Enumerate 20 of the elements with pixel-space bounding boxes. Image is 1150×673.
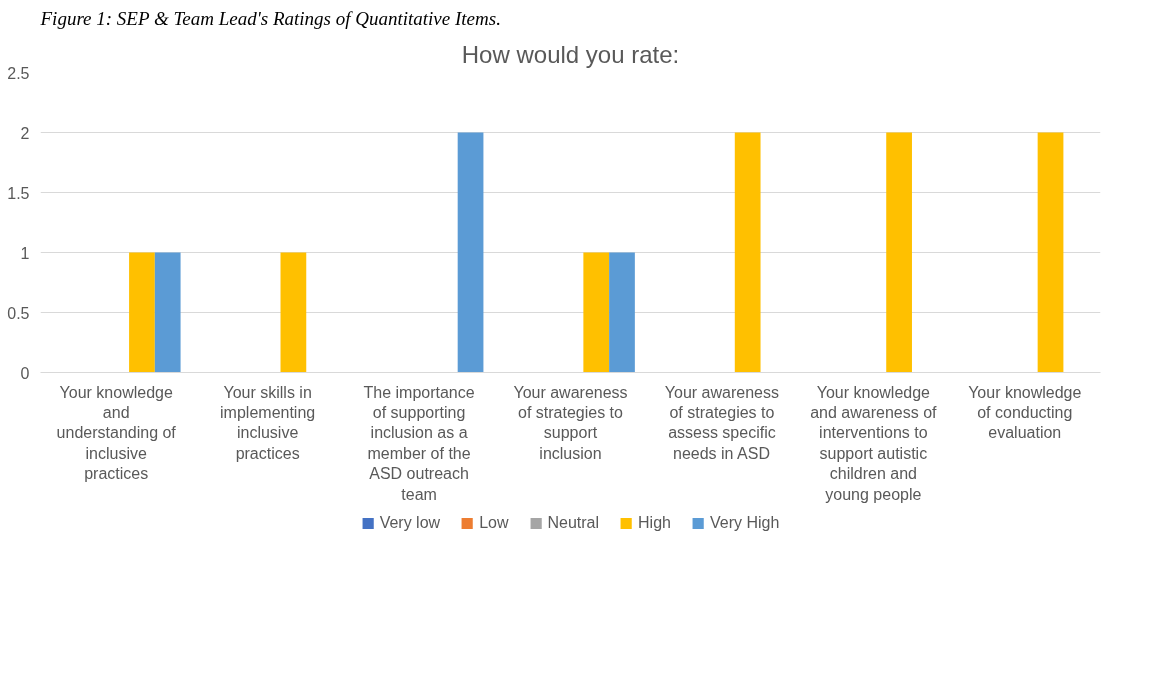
legend-label: Low	[479, 514, 509, 532]
y-tick-label: 2.5	[7, 64, 30, 82]
chart-title: How would you rate:	[461, 40, 680, 68]
x-tick-label: The importance of supporting inclusion as a member of the ASD outreach team	[363, 383, 475, 503]
y-tick-label: 2	[20, 124, 30, 142]
caption: Figure 1: SEP & Team Lead's Ratings of Quantitative Items.	[39, 7, 501, 29]
legend-label: Very High	[709, 514, 780, 532]
legend-label: Neutral	[547, 514, 600, 532]
y-tick-label: 0.5	[7, 304, 30, 322]
legend-label: Very low	[379, 514, 441, 532]
y-tick-label: 1.5	[7, 184, 30, 202]
y-tick-label: 1	[20, 244, 30, 262]
x-tick-label: Your knowledge and understanding of inclusive practices	[56, 383, 177, 483]
x-tick-label: Your knowledge of conducting evaluation	[968, 383, 1082, 442]
x-tick-label: Your skills in implementing inclusive practices	[220, 383, 316, 462]
x-tick-label: Your awareness of strategies to support inclusion	[513, 383, 628, 462]
legend-label: High	[638, 514, 671, 532]
x-tick-label: Your knowledge and awareness of interventions to support autistic children and young people	[810, 383, 938, 503]
y-tick-label: 0	[20, 364, 30, 382]
x-tick-label: Your awareness of strategies to assess specific needs in ASD	[664, 383, 780, 462]
